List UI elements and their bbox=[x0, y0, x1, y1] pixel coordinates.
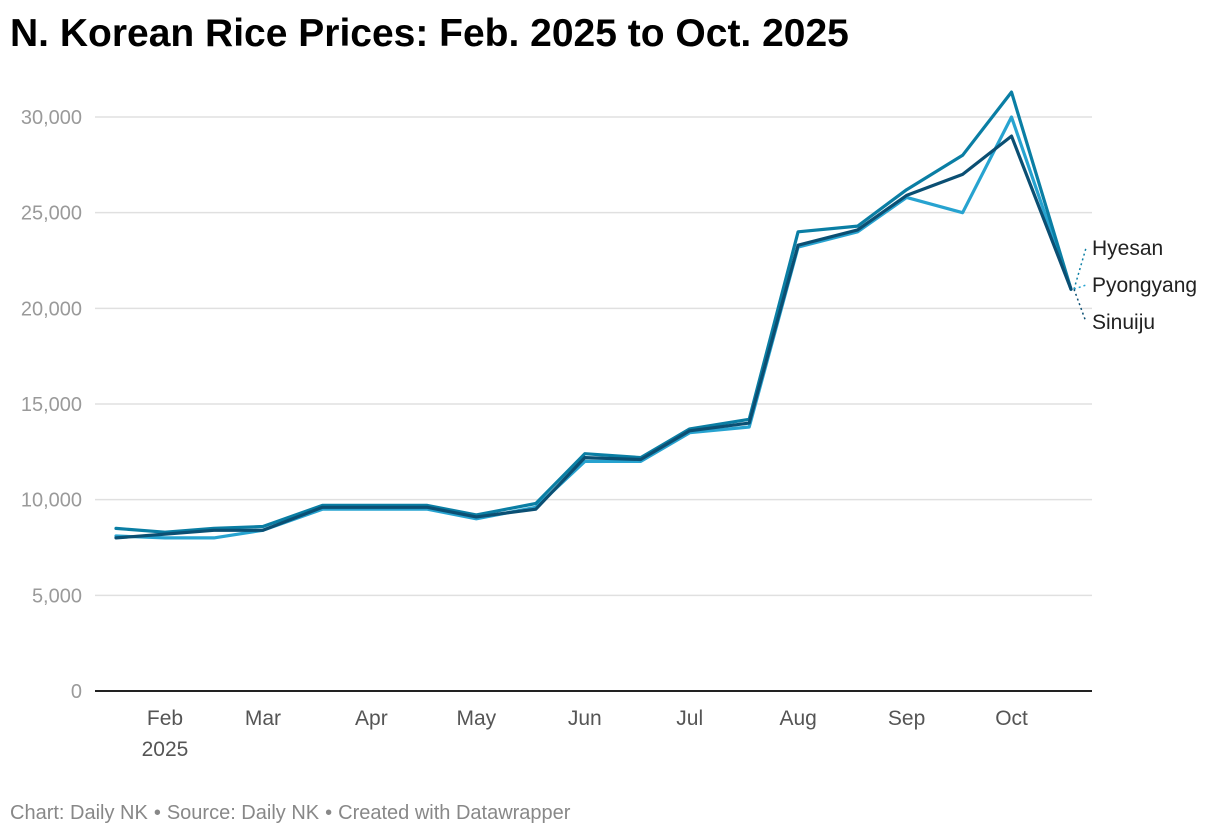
x-tick-year-label: 2025 bbox=[142, 738, 189, 761]
series-label-sinuiju: Sinuiju bbox=[1092, 311, 1155, 334]
y-tick-label: 0 bbox=[71, 681, 82, 703]
chart-credit: Chart: Daily NK bbox=[10, 802, 148, 824]
x-tick-label: Apr bbox=[355, 707, 388, 730]
series-line-sinuiju bbox=[114, 134, 1073, 540]
chart-title: N. Korean Rice Prices: Feb. 2025 to Oct.… bbox=[10, 12, 849, 55]
y-tick-label: 15,000 bbox=[21, 394, 82, 416]
x-tick-label: Mar bbox=[245, 707, 281, 730]
x-tick-label: Feb bbox=[147, 707, 183, 730]
x-tick-label: Jun bbox=[568, 707, 602, 730]
created-with-credit: Created with Datawrapper bbox=[338, 802, 571, 824]
label-leader-line bbox=[1073, 288, 1087, 323]
x-tick-label: May bbox=[456, 707, 496, 730]
label-leader-line bbox=[1073, 247, 1087, 290]
series-line-hyesan bbox=[114, 90, 1073, 534]
x-tick-label: Sep bbox=[888, 707, 925, 730]
label-leader-line bbox=[1073, 284, 1087, 290]
y-tick-label: 25,000 bbox=[21, 203, 82, 225]
y-tick-label: 30,000 bbox=[21, 107, 82, 129]
x-tick-label: Jul bbox=[676, 707, 703, 730]
x-tick-label: Oct bbox=[995, 707, 1028, 730]
source-credit: Source: Daily NK bbox=[166, 802, 320, 824]
chart-footer: Chart: Daily NK • Source: Daily NK • Created… bbox=[10, 802, 570, 825]
y-axis-tick-labels: 0 5,000 10,000 15,000 20,000 25,000 30,000 bbox=[21, 107, 82, 703]
footer-separator: • bbox=[153, 802, 161, 824]
y-tick-label: 5,000 bbox=[32, 585, 82, 607]
x-axis-tick-labels: Feb 2025 Mar Apr May Jun Jul Aug Sep Oct bbox=[142, 707, 1028, 761]
y-tick-label: 20,000 bbox=[21, 298, 82, 320]
line-end-labels: Hyesan Pyongyang Sinuiju bbox=[1073, 237, 1197, 334]
series-label-hyesan: Hyesan bbox=[1092, 237, 1163, 260]
footer-separator: • bbox=[325, 802, 333, 824]
x-tick-label: Aug bbox=[779, 707, 816, 730]
gridlines bbox=[95, 116, 1092, 692]
series-line-pyongyang bbox=[114, 115, 1073, 540]
series-lines bbox=[114, 90, 1073, 540]
series-label-pyongyang: Pyongyang bbox=[1092, 274, 1197, 297]
y-tick-label: 10,000 bbox=[21, 490, 82, 512]
